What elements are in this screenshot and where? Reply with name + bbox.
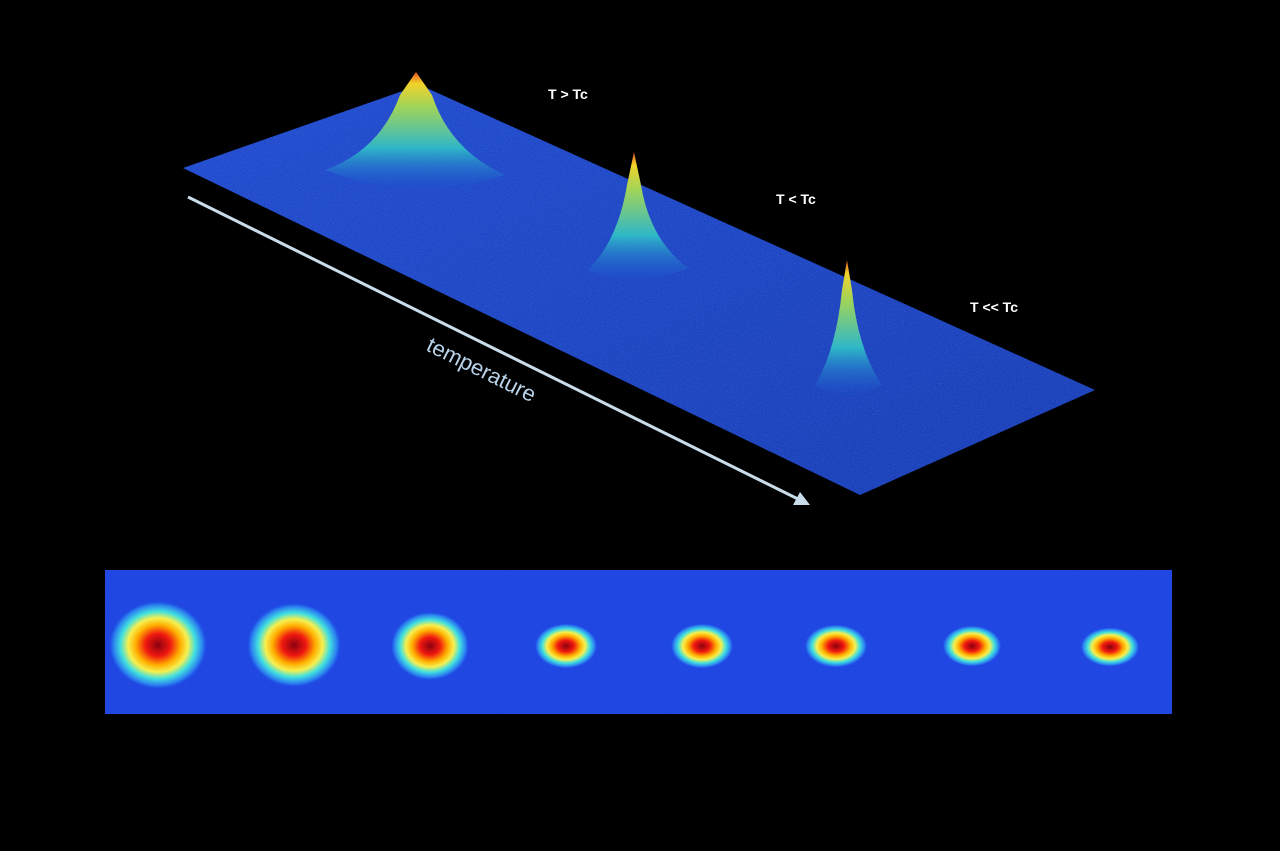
cloud: [942, 625, 1002, 667]
arrow-head: [793, 492, 810, 505]
regime-label: T << Tc: [970, 299, 1018, 315]
cloud: [804, 624, 868, 668]
axis-arrow: [187, 195, 801, 502]
cloud: [246, 602, 342, 688]
cloud: [1080, 627, 1140, 667]
peak-narrow: [815, 260, 882, 395]
surface-noise: [183, 85, 1095, 495]
cloud: [670, 623, 734, 669]
cloud: [108, 600, 208, 690]
regime-label: T < Tc: [776, 191, 816, 207]
peak-broad: [325, 72, 505, 189]
regime-label: T > Tc: [548, 86, 588, 102]
peak-medium: [588, 152, 688, 281]
atom-clouds: [108, 600, 1140, 690]
cloud: [534, 623, 598, 669]
cloud: [390, 611, 470, 681]
